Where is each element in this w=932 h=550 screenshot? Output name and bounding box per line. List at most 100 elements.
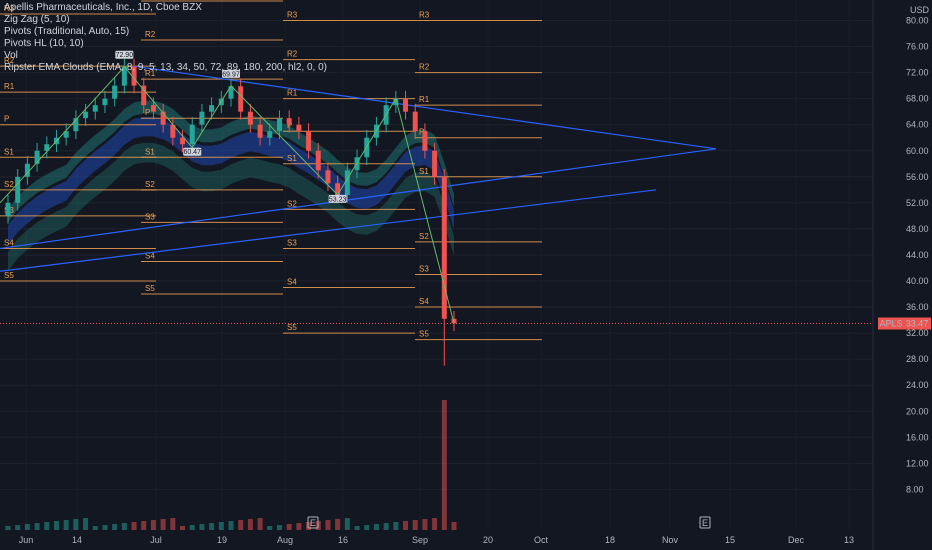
time-tick-label: 18 xyxy=(605,535,615,545)
earnings-marker-label: E xyxy=(310,518,316,528)
time-tick-label: Jul xyxy=(150,535,162,545)
volume-bar xyxy=(344,518,350,530)
candle-body xyxy=(422,131,428,151)
pivot-label: R3 xyxy=(419,11,430,20)
price-tick-label: 32.00 xyxy=(906,328,929,338)
pivot-label: S1 xyxy=(145,147,155,156)
candle-body xyxy=(34,150,40,164)
legend-title[interactable]: Apellis Pharmaceuticals, Inc., 1D, Cboe … xyxy=(4,2,202,13)
volume-bar xyxy=(335,519,341,530)
price-tick-label: 24.00 xyxy=(906,380,929,390)
high-low-tag xyxy=(222,69,240,78)
candle-body xyxy=(102,98,108,106)
volume-bar xyxy=(83,518,89,530)
volume-bar xyxy=(441,400,447,530)
price-tick-label: 68.00 xyxy=(906,94,929,104)
price-tick-label: 48.00 xyxy=(906,224,929,234)
high-low-label: 60.47 xyxy=(183,149,201,156)
volume-bar xyxy=(228,521,234,530)
volume-bar xyxy=(432,518,438,530)
symbol-tag xyxy=(878,317,904,330)
volume-bar xyxy=(354,526,360,530)
candle-body xyxy=(63,131,69,138)
pivot-label: R3 xyxy=(4,4,15,13)
volume-bar xyxy=(267,526,273,530)
time-tick-label: 19 xyxy=(217,535,227,545)
volume-bar xyxy=(276,525,282,530)
candle-body xyxy=(267,131,273,138)
volume-bar xyxy=(373,524,379,530)
volume-bar xyxy=(160,519,166,530)
price-tick-label: 20.00 xyxy=(906,406,929,416)
volume-bar xyxy=(131,522,137,530)
pivot-label: S4 xyxy=(145,251,155,260)
currency-label: USD xyxy=(910,5,930,15)
time-tick-label: Aug xyxy=(277,535,293,545)
candle-body xyxy=(296,124,302,132)
pivot-label: R3 xyxy=(287,11,298,20)
candle-body xyxy=(209,105,215,112)
pivot-label: S2 xyxy=(287,199,297,208)
price-tick-label: 60.00 xyxy=(906,146,929,156)
trendline-lower xyxy=(0,148,717,250)
candle-body xyxy=(286,118,292,125)
pivot-label: S2 xyxy=(4,180,14,189)
pivot-label: S2 xyxy=(145,180,155,189)
pivot-label: S4 xyxy=(4,238,14,247)
ema-cloud-fast xyxy=(8,100,454,223)
price-tick-label: 52.00 xyxy=(906,198,929,208)
time-tick-label: Oct xyxy=(534,535,549,545)
price-tick-label: 56.00 xyxy=(906,172,929,182)
pivot-label: S1 xyxy=(4,147,14,156)
earnings-marker-label: E xyxy=(702,518,708,528)
volume-bar xyxy=(257,518,263,530)
volume-bar xyxy=(306,522,312,530)
candle-body xyxy=(189,124,195,145)
pivot-label: S1 xyxy=(287,154,297,163)
candle-body xyxy=(335,183,341,196)
price-tick-label: 80.00 xyxy=(906,16,929,26)
volume-bar xyxy=(121,523,127,530)
pivot-label: S5 xyxy=(419,330,429,339)
legend-pivots[interactable]: Pivots (Traditional, Auto, 15) xyxy=(4,26,130,37)
pivot-levels: R4R3R2R1PS1S2S3S4S5R4R3R2R1PS1S2S3S4S5R4… xyxy=(0,0,542,341)
volume-bar xyxy=(102,525,108,530)
candle-body xyxy=(344,170,350,196)
candle-body xyxy=(141,85,147,106)
trendline-support xyxy=(0,189,657,272)
volume-bar xyxy=(73,519,79,530)
pivot-label: R2 xyxy=(145,30,156,39)
legend-ema-clouds[interactable]: Ripster EMA Clouds (EMA, 8, 9, 5, 13, 34… xyxy=(4,62,327,73)
volume-bar xyxy=(24,524,30,530)
candle-body xyxy=(393,98,399,106)
pivot-label: S4 xyxy=(287,278,297,287)
candle-body xyxy=(112,85,118,99)
grid xyxy=(0,20,873,490)
volume-bar xyxy=(412,520,418,530)
candle-body xyxy=(315,150,321,171)
price-tick-label: 40.00 xyxy=(906,276,929,286)
price-tick-label: 16.00 xyxy=(906,432,929,442)
candle-body xyxy=(451,318,457,324)
time-axis[interactable]: Jun 14 Jul 19 Aug 16 Sep 20 Oct 18 Nov 15 Dec 13 xyxy=(19,535,854,545)
legend-zigzag[interactable]: Zig Zag (5, 10) xyxy=(4,14,70,25)
trendline-upper xyxy=(132,65,717,150)
volume-bar xyxy=(451,522,457,530)
candle-body xyxy=(131,66,137,86)
candle-body xyxy=(228,86,234,99)
high-low-label: 69.97 xyxy=(222,71,240,78)
volume-bar xyxy=(141,521,147,530)
pivot-label: R1 xyxy=(287,89,298,98)
pivot-label: S2 xyxy=(419,232,429,241)
volume-bar xyxy=(170,518,176,530)
candle-body xyxy=(412,111,418,132)
pivot-label: R1 xyxy=(145,69,156,78)
candle-body xyxy=(180,137,186,145)
legend-volume[interactable]: Vol xyxy=(4,50,18,61)
chart-legend: Apellis Pharmaceuticals, Inc., 1D, Cboe … xyxy=(4,2,327,74)
pivot-label: R2 xyxy=(4,56,15,65)
legend-pivots-hl[interactable]: Pivots HL (10, 10) xyxy=(4,38,84,49)
candle-body xyxy=(306,131,312,151)
